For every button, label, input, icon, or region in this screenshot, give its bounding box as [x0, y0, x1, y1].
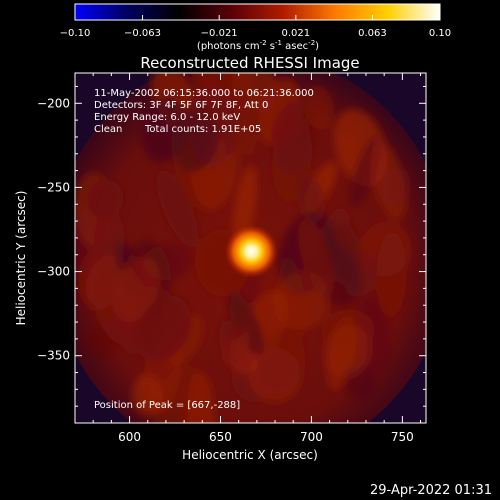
emission-blob: [132, 374, 164, 416]
emission-blob: [187, 370, 216, 423]
colorbar-tick-label: −0.063: [124, 28, 161, 39]
emission-blob: [297, 173, 325, 222]
colorbar-ticks: −0.10 −0.063 −0.021 0.021 0.063 0.10: [60, 15, 451, 39]
x-tick-label: 700: [300, 430, 323, 444]
emission-texture: [75, 73, 412, 423]
emission-blob: [376, 232, 407, 318]
x-axis-ticks: 600 650 700 750: [74, 73, 422, 444]
emission-blob: [271, 101, 316, 175]
colorbar-gradient: [75, 4, 440, 20]
annotation-detectors: Detectors: 3F 4F 5F 6F 7F 8F, Att 0: [94, 100, 268, 111]
emission-blob: [298, 219, 333, 295]
x-axis-label: Heliocentric X (arcsec): [182, 448, 318, 462]
colorbar-tick-label: −0.021: [201, 28, 238, 39]
emission-blob: [173, 105, 220, 173]
emission-blob: [78, 250, 116, 311]
colorbar-tick-label: 0.021: [282, 28, 311, 39]
annotation-block: 11-May-2002 06:15:36.000 to 06:21:36.000…: [94, 88, 314, 135]
x-tick-label: 650: [209, 430, 232, 444]
annotation-total-counts: Total counts: 1.91E+05: [144, 124, 261, 135]
x-tick-label: 600: [118, 430, 141, 444]
y-axis-label: Heliocentric Y (arcsec): [14, 191, 28, 326]
emission-blob: [112, 256, 161, 322]
emission-blob: [231, 73, 257, 158]
annotation-algorithm: Clean: [94, 124, 122, 135]
x-tick-label: 750: [391, 430, 414, 444]
emission-blob: [323, 324, 371, 378]
chart-title: Reconstructed RHESSI Image: [140, 54, 359, 72]
emission-blob: [258, 330, 305, 395]
y-tick-label: −300: [37, 265, 70, 279]
footer-timestamp: 29-Apr-2022 01:31: [370, 483, 492, 498]
peak-position-label: Position of Peak = [667,-288]: [94, 400, 240, 411]
annotation-energy-range: Energy Range: 6.0 - 12.0 keV: [94, 112, 240, 123]
plot-frame: [74, 72, 427, 424]
colorbar-tick-label: −0.10: [60, 28, 91, 39]
colorbar-frame: [74, 3, 441, 21]
emission-blob: [156, 170, 198, 248]
colorbar-unit-label: (photons cm-2 s-1 asec-2): [197, 39, 319, 52]
emission-blob: [87, 179, 124, 219]
colorbar: −0.10 −0.063 −0.021 0.021 0.063 0.10 (photons…: [60, 3, 451, 52]
y-tick-label: −200: [37, 96, 70, 110]
annotation-time-range: 11-May-2002 06:15:36.000 to 06:21:36.000: [94, 88, 314, 99]
colorbar-tick-label: 0.10: [429, 28, 451, 39]
colorbar-tick-label: 0.063: [358, 28, 387, 39]
emission-blob: [136, 296, 191, 362]
heatmap-image: [75, 73, 426, 423]
emission-blob: [370, 141, 407, 221]
y-axis-ticks: −200 −250 −300 −350: [37, 85, 426, 424]
y-tick-label: −250: [37, 180, 70, 194]
flare-source: [224, 224, 279, 279]
y-tick-label: −350: [37, 349, 70, 363]
